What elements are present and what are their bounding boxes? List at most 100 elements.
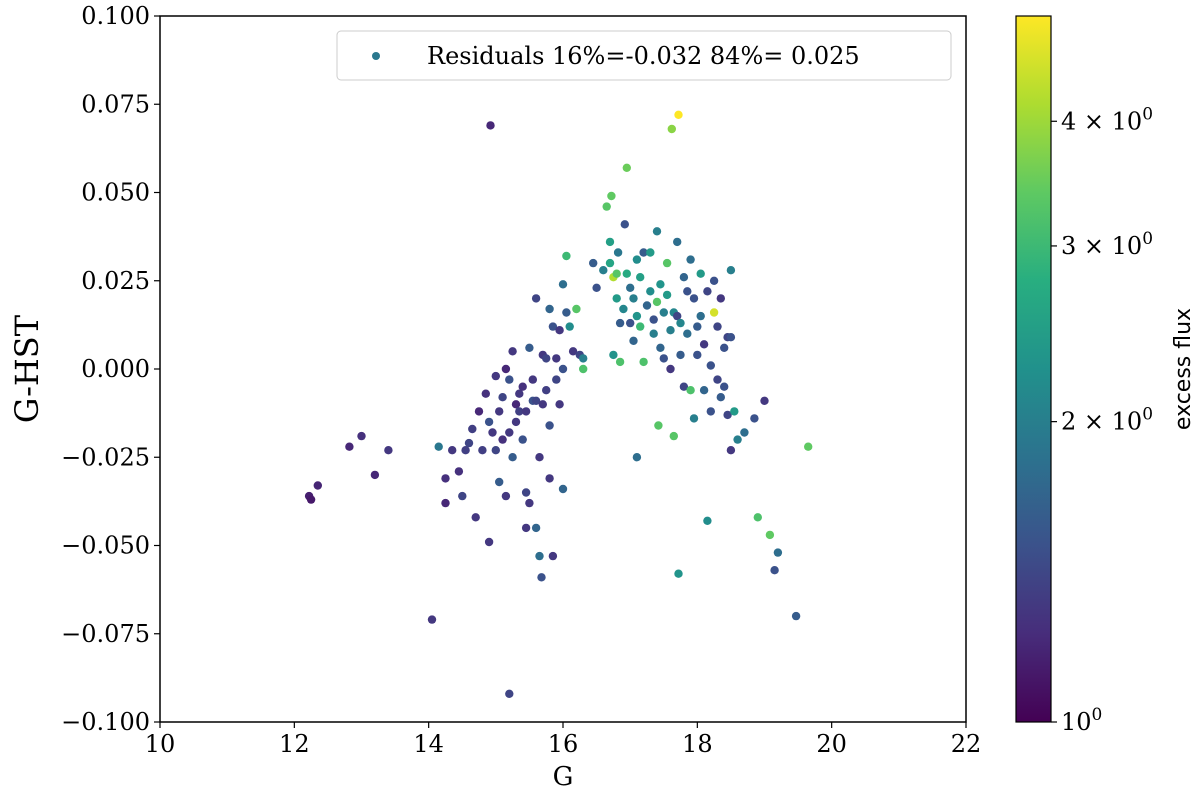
scatter-point: [454, 467, 464, 476]
legend-label: Residuals 16%=-0.032 84%= 0.025: [427, 42, 860, 70]
scatter-point: [495, 477, 504, 487]
scatter-point: [511, 417, 521, 427]
scatter-point: [531, 294, 541, 303]
scatter-point: [706, 361, 715, 370]
scatter-point: [662, 258, 672, 268]
scatter-point: [760, 396, 769, 405]
scatter-point: [562, 251, 571, 261]
scatter-point: [484, 417, 494, 427]
scatter-point: [649, 315, 658, 324]
scatter-point: [525, 498, 534, 508]
scatter-point: [508, 453, 517, 462]
scatter-point: [632, 311, 642, 321]
scatter-point: [703, 516, 712, 525]
scatter-point: [720, 343, 729, 352]
scatter-point: [709, 308, 719, 317]
scatter-point: [696, 311, 705, 321]
scatter-point: [689, 294, 699, 303]
scatter-point: [706, 407, 715, 416]
scatter-point: [531, 396, 541, 405]
scatter-point: [481, 389, 490, 398]
scatter-point: [649, 329, 658, 338]
scatter-point: [565, 322, 574, 331]
scatter-point: [615, 318, 625, 328]
scatter-point: [505, 428, 514, 437]
scatter-point: [689, 414, 699, 423]
legend-box: [336, 30, 952, 81]
scatter-point: [501, 491, 511, 501]
scatter-point: [652, 227, 662, 236]
scatter-point: [686, 255, 695, 264]
scatter-point: [726, 446, 736, 455]
x-tick-label: 20: [816, 730, 847, 758]
colorbar-gradient: [1015, 15, 1052, 723]
scatter-point: [666, 364, 675, 374]
legend: Residuals 16%=-0.032 84%= 0.025: [336, 30, 952, 81]
scatter-point: [357, 431, 366, 441]
scatter-point: [468, 424, 477, 434]
scatter-point: [615, 357, 625, 367]
scatter-point: [629, 336, 638, 345]
scatter-point: [552, 375, 561, 384]
scatter-point: [542, 354, 551, 363]
scatter-point: [703, 287, 712, 296]
scatter-point: [673, 237, 682, 247]
scatter-point: [716, 294, 725, 303]
scatter-point: [515, 389, 524, 398]
scatter-point: [548, 322, 558, 331]
scatter-point: [770, 566, 779, 575]
x-tick-label: 10: [145, 730, 176, 758]
scatter-point: [676, 318, 685, 328]
scatter-point: [791, 611, 801, 621]
scatter-point: [521, 488, 531, 497]
colorbar-ticks: 100 2 × 100 3 × 100 4 × 100: [1051, 104, 1153, 736]
scatter-point: [478, 446, 487, 455]
scatter-point: [562, 308, 571, 317]
x-tick-label: 18: [682, 730, 713, 758]
scatter-points: [304, 110, 813, 698]
colorbar-tick-label: 4 × 100: [1061, 104, 1153, 135]
scatter-point: [662, 290, 672, 300]
scatter-point: [545, 474, 554, 483]
y-tick-label: 0.050: [81, 179, 150, 207]
scatter-point: [306, 495, 316, 504]
scatter-point: [654, 421, 663, 430]
scatter-point: [605, 258, 615, 268]
scatter-point: [486, 121, 495, 130]
scatter-point: [434, 442, 443, 451]
scatter-point: [642, 301, 652, 310]
scatter-point: [750, 414, 759, 423]
scatter-point: [555, 400, 564, 409]
scatter-point: [589, 258, 598, 268]
colorbar-tick-label: 2 × 100: [1061, 405, 1153, 436]
scatter-point: [572, 304, 581, 314]
y-axis-label: G-HST: [8, 314, 46, 423]
scatter-point: [613, 248, 623, 257]
scatter-point: [545, 421, 554, 430]
scatter-point: [498, 435, 507, 444]
scatter-point: [602, 202, 611, 211]
scatter-point: [679, 382, 689, 391]
scatter-point: [733, 435, 742, 444]
scatter-point: [622, 269, 631, 278]
scatter-point: [537, 573, 546, 582]
scatter-point: [484, 537, 494, 547]
scatter-point: [511, 400, 521, 409]
scatter-point: [656, 343, 665, 352]
y-tick-label: −0.050: [61, 532, 150, 560]
scatter-point: [474, 407, 484, 416]
scatter-point: [713, 322, 722, 331]
scatter-point: [458, 491, 467, 501]
scatter-point: [699, 386, 709, 395]
scatter-point: [535, 453, 544, 462]
scatter-point: [558, 364, 568, 374]
scatter-point: [464, 438, 474, 448]
scatter-point: [579, 364, 588, 374]
scatter-point: [696, 269, 705, 278]
scatter-point: [538, 400, 547, 409]
y-tick-label: 0.025: [81, 267, 150, 295]
scatter-point: [683, 329, 692, 338]
scatter-point: [726, 266, 736, 275]
scatter-point: [505, 689, 514, 698]
